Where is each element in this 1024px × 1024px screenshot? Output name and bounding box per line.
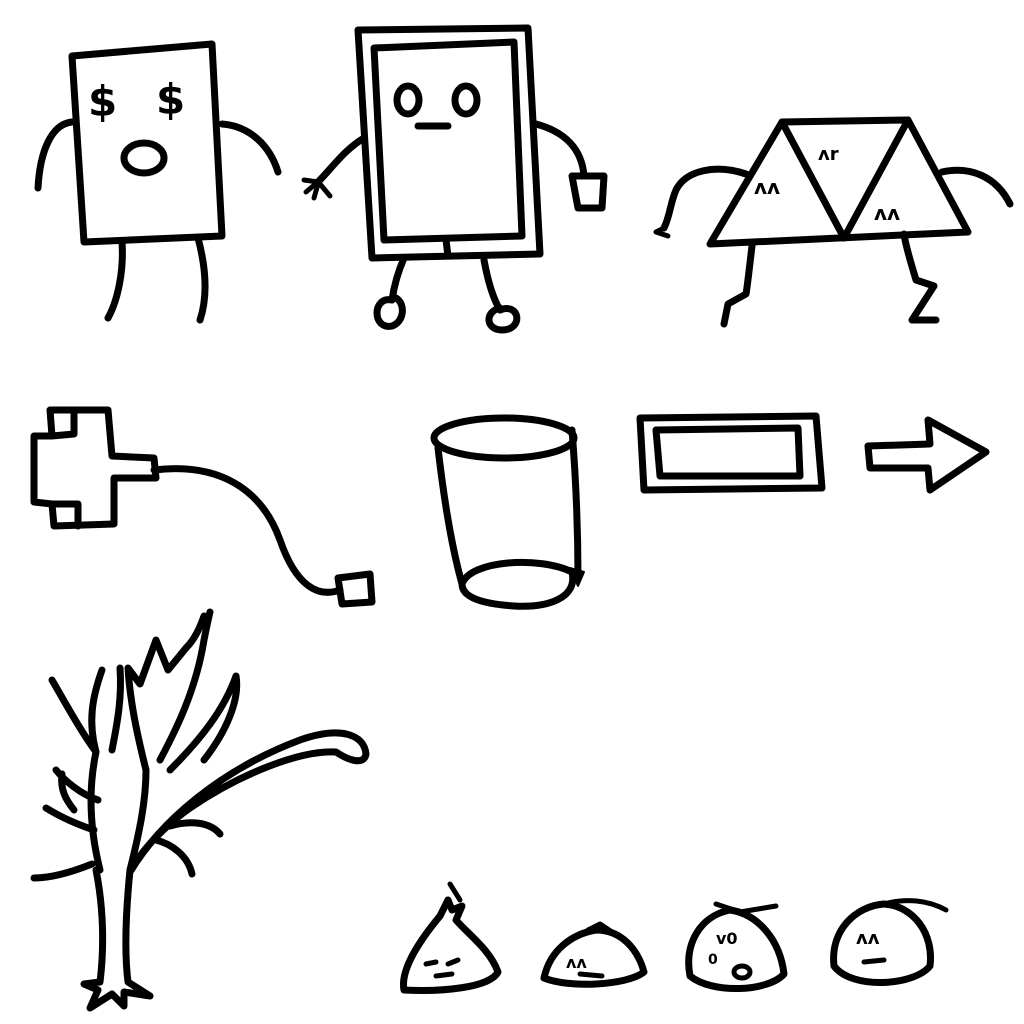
bare-tree-icon (34, 612, 366, 1008)
svg-text:0: 0 (708, 952, 718, 968)
svg-text:ʌʌ: ʌʌ (754, 175, 780, 199)
right-arrow-icon (868, 420, 986, 490)
dollar-eye-left: $ (88, 77, 117, 126)
blob-face-2: ʌʌ (544, 924, 644, 984)
svg-text:v0: v0 (716, 929, 738, 948)
trash-bin-icon (434, 418, 584, 606)
blob-face-3: v0 0 (689, 904, 784, 989)
triangles-character-icon: ʌʌ ʌr ʌʌ (656, 120, 1010, 324)
blob-face-1 (403, 884, 498, 990)
svg-text:ʌʌ: ʌʌ (874, 201, 900, 225)
small-blob-faces-icon: ʌʌ v0 0 ʌʌ (403, 884, 946, 990)
svg-text:ʌʌ: ʌʌ (566, 953, 587, 972)
dollar-eye-right: $ (156, 75, 185, 124)
smartphone-character-icon (304, 28, 604, 330)
svg-text:ʌr: ʌr (818, 144, 839, 165)
blob-face-4: ʌʌ (834, 901, 946, 983)
rectangle-bar-icon (640, 416, 822, 490)
wallet-character-icon: $ $ (38, 44, 278, 320)
svg-text:ʌʌ: ʌʌ (856, 928, 880, 949)
usb-plug-cable-icon (34, 410, 372, 604)
